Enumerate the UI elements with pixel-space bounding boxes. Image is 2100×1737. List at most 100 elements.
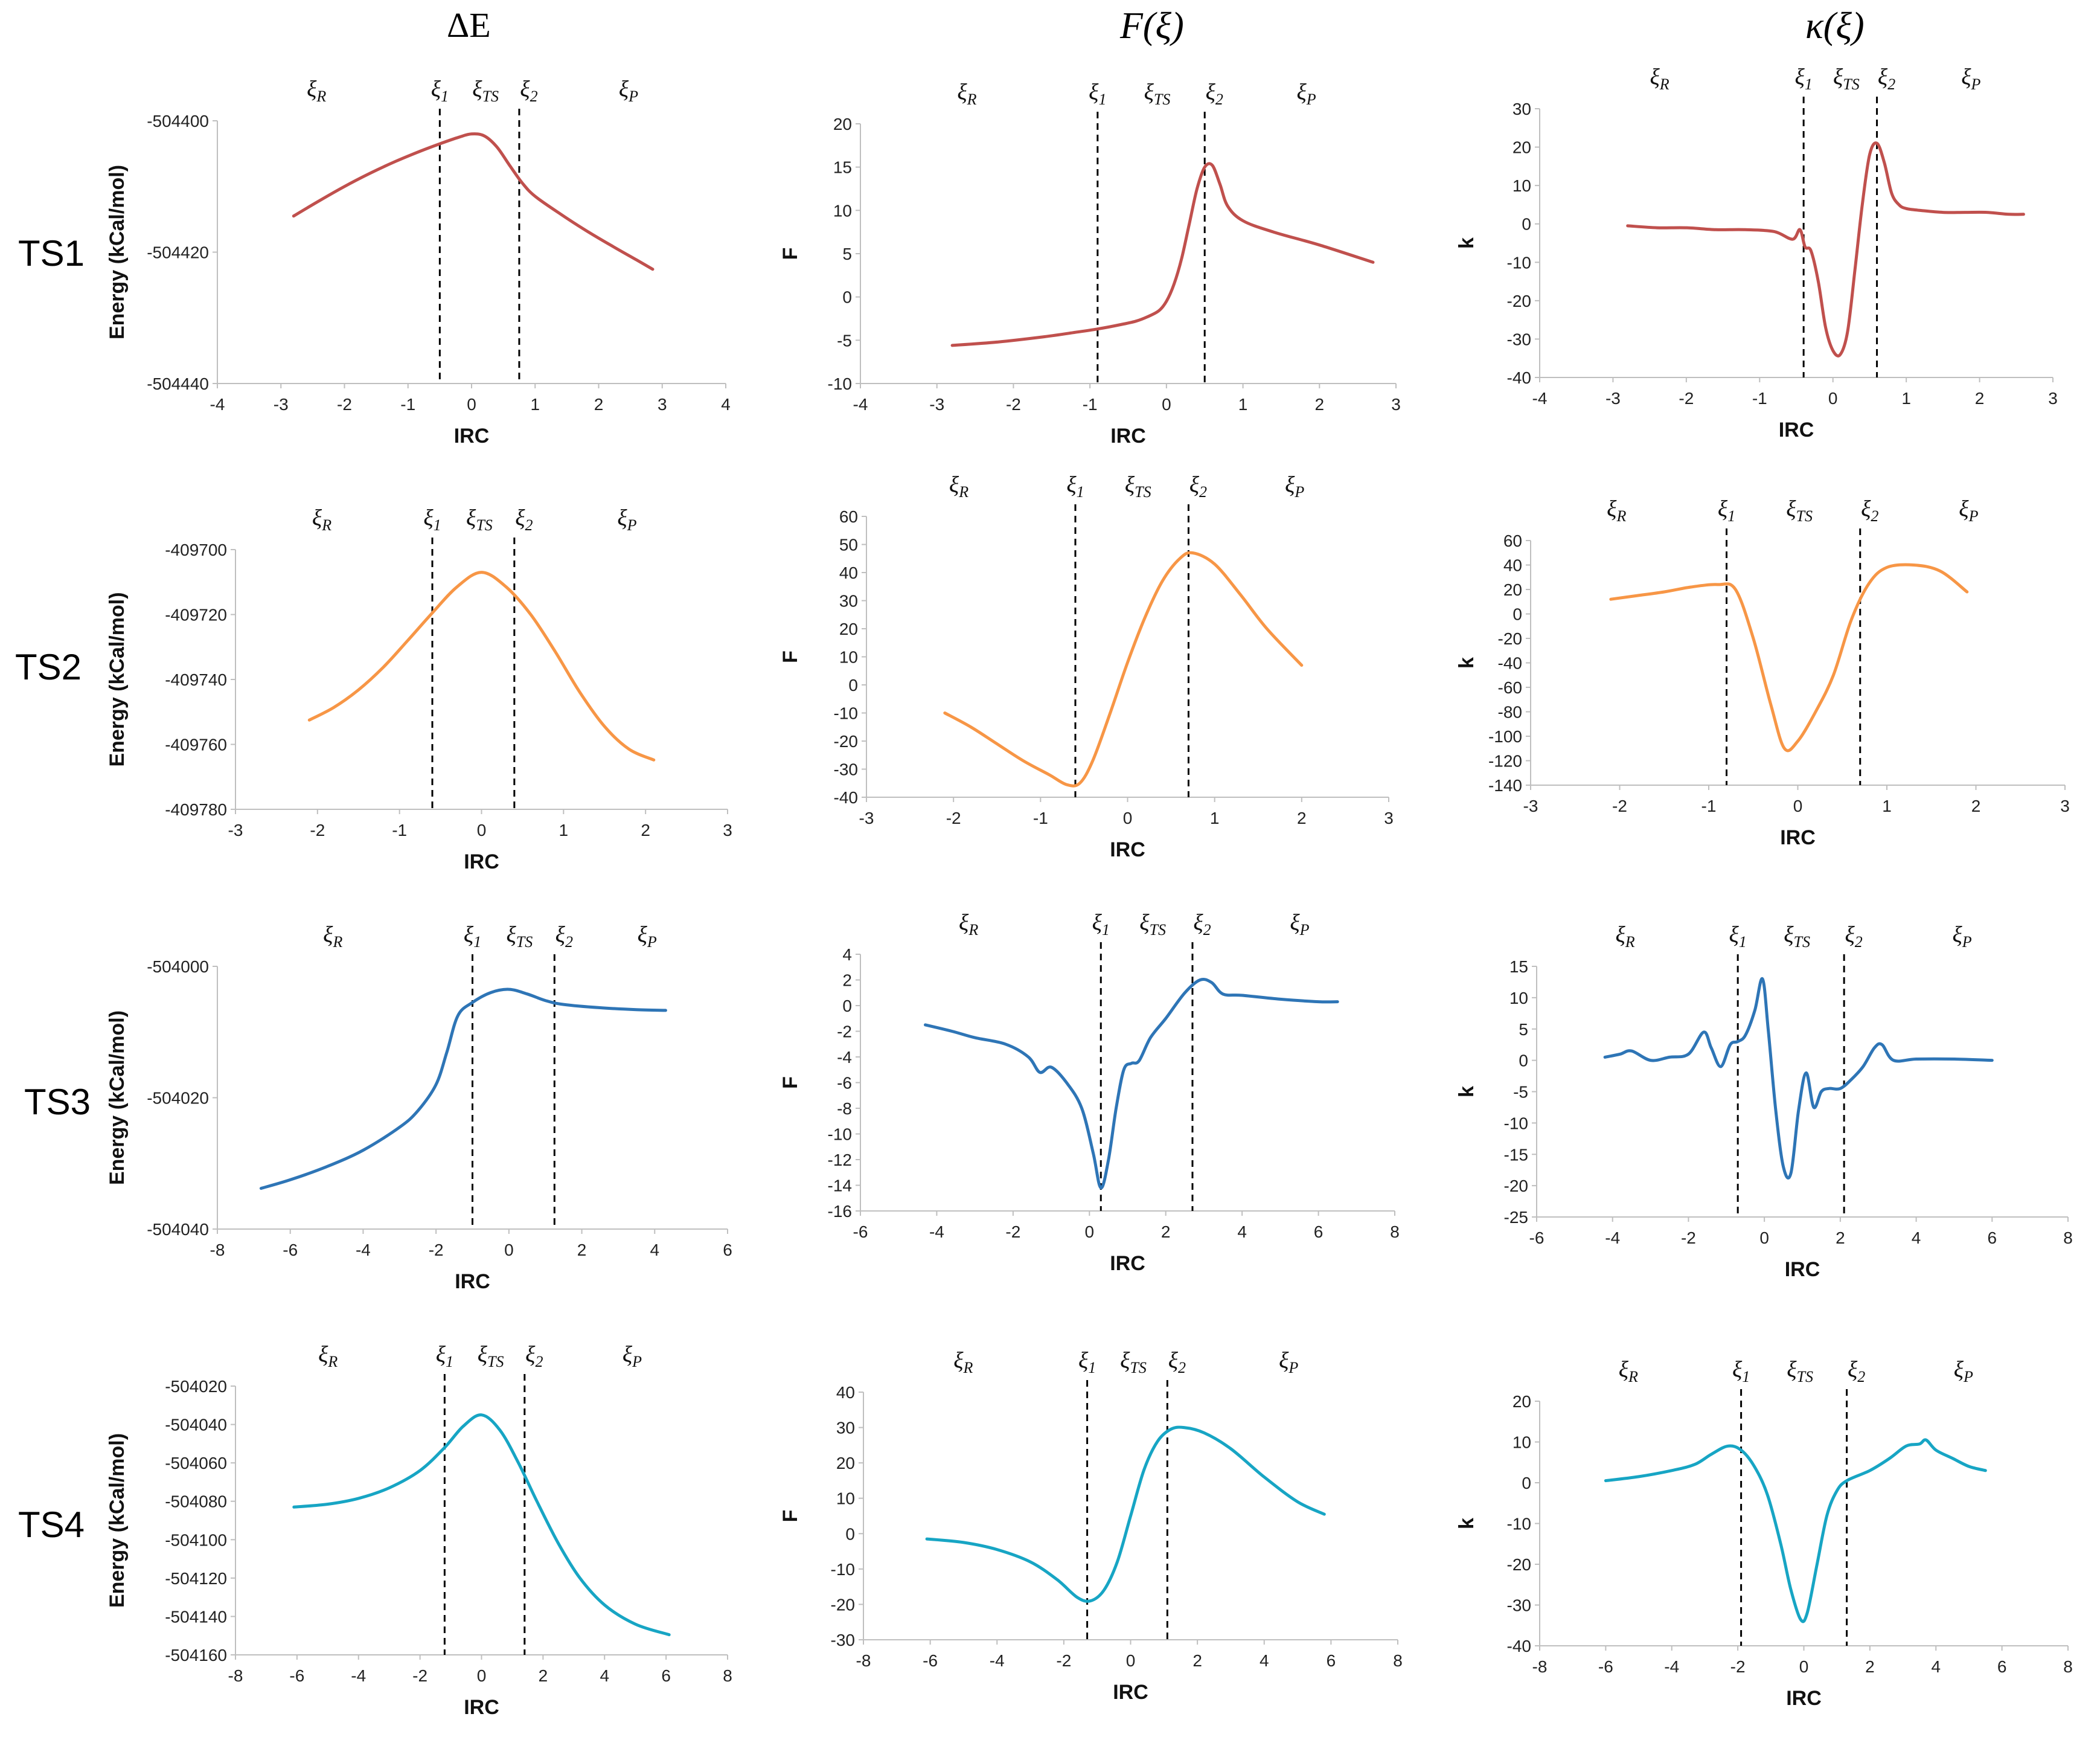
y-tick-label: 10 — [839, 648, 858, 667]
y-axis-title: F — [779, 1510, 802, 1523]
x-tick-label: -1 — [1752, 389, 1767, 408]
region-label-1-sub: 1 — [446, 1353, 453, 1370]
y-axis-title: k — [1455, 657, 1478, 669]
x-tick-label: 1 — [559, 821, 569, 840]
y-tick-label: 0 — [1522, 1474, 1531, 1492]
x-tick-label: 0 — [1162, 395, 1171, 414]
y-tick-label: -504060 — [165, 1454, 227, 1472]
y-tick-label: -409720 — [165, 606, 227, 624]
region-label-r-base: ξ — [1619, 1357, 1629, 1382]
chart-TS4-dE: -8 -6 -4 -2 0 2 4 6 8 -504160 -504140 -504120 -50410… — [106, 1342, 732, 1719]
region-label-2: ξ2 — [525, 1342, 543, 1370]
chart-TS1-dE: -4 -3 -2 -1 0 1 2 3 4 -504440 -504420 -504400 IRC Ene… — [106, 77, 731, 448]
region-label-r: ξR — [1607, 496, 1626, 525]
region-label-ts-base: ξ — [507, 922, 517, 948]
series-line — [1609, 563, 1969, 753]
series-line — [1604, 1438, 1987, 1623]
x-tick-label: 2 — [1297, 809, 1307, 827]
x-tick-label: 2 — [1161, 1222, 1171, 1241]
region-label-2: ξ2 — [520, 77, 537, 105]
chart-TS3-dE: -8 -6 -4 -2 0 2 4 6 -504040 -504020 -504000 IRC Ener… — [106, 922, 732, 1293]
x-axis-title: IRC — [455, 1270, 490, 1293]
region-label-p-sub: P — [1970, 75, 1980, 93]
region-label-1-base: ξ — [436, 1342, 446, 1367]
region-label-1-base: ξ — [1718, 496, 1728, 522]
region-label-1-base: ξ — [1795, 65, 1805, 90]
x-tick-label: 2 — [1192, 1651, 1202, 1670]
x-tick-label: 8 — [723, 1666, 732, 1685]
x-tick-label: 6 — [661, 1666, 671, 1685]
region-label-1: ξ1 — [1092, 910, 1110, 939]
region-label-ts-base: ξ — [1144, 80, 1154, 105]
x-tick-label: 2 — [1836, 1228, 1845, 1247]
y-tick-label: 40 — [839, 563, 858, 582]
region-label-r-base: ξ — [1615, 922, 1625, 948]
y-tick-label: -10 — [828, 374, 852, 393]
region-label-ts: ξTS — [1120, 1348, 1147, 1376]
x-tick-label: 1 — [530, 395, 540, 414]
region-label-2: ξ2 — [1193, 910, 1211, 939]
x-tick-label: 3 — [723, 821, 732, 840]
y-tick-label: -30 — [834, 760, 858, 779]
region-label-2-sub: 2 — [530, 88, 538, 105]
x-tick-label: 4 — [1260, 1651, 1269, 1670]
region-label-1-sub: 1 — [1102, 921, 1110, 939]
y-tick-label: -409760 — [165, 736, 227, 754]
x-tick-label: 2 — [577, 1241, 587, 1259]
region-label-1-base: ξ — [1078, 1348, 1089, 1373]
region-label-p-sub: P — [1306, 91, 1316, 108]
region-label-ts: ξTS — [507, 922, 533, 951]
region-label-p-base: ξ — [1297, 80, 1307, 105]
y-tick-label: -504440 — [147, 374, 209, 393]
region-label-1: ξ1 — [1089, 80, 1106, 108]
region-label-1: ξ1 — [1729, 922, 1747, 951]
x-tick-label: 0 — [467, 395, 476, 414]
x-tick-label: -6 — [853, 1222, 868, 1241]
region-label-r-base: ξ — [959, 910, 969, 936]
x-tick-label: 0 — [477, 1666, 487, 1685]
y-tick-label: 0 — [848, 676, 858, 695]
y-tick-label: 10 — [1513, 176, 1531, 195]
region-label-2: ξ2 — [515, 506, 533, 534]
y-tick-label: 0 — [842, 288, 852, 307]
series-line — [924, 977, 1339, 1190]
region-label-r-base: ξ — [307, 77, 317, 102]
y-tick-label: -20 — [834, 732, 858, 751]
region-label-r: ξR — [312, 506, 331, 534]
region-label-1-sub: 1 — [1088, 1359, 1096, 1376]
region-label-p-base: ξ — [623, 1342, 633, 1367]
region-label-2: ξ2 — [1168, 1348, 1186, 1376]
y-tick-label: -504100 — [165, 1530, 227, 1549]
region-label-p-base: ξ — [1290, 910, 1300, 936]
region-label-1: ξ1 — [1732, 1357, 1750, 1385]
region-label-2-base: ξ — [555, 922, 566, 948]
y-axis-title: F — [779, 248, 802, 260]
region-label-p: ξP — [1290, 910, 1309, 939]
y-tick-label: -2 — [837, 1023, 852, 1041]
region-label-ts-sub: TS — [1135, 483, 1151, 501]
y-tick-label: -15 — [1504, 1145, 1528, 1164]
y-tick-label: -8 — [837, 1099, 852, 1118]
region-label-p-sub: P — [1299, 921, 1310, 939]
x-tick-label: 8 — [1390, 1222, 1400, 1241]
x-axis-title: IRC — [1786, 1687, 1822, 1710]
x-tick-label: -3 — [1605, 389, 1621, 408]
x-tick-label: 0 — [1799, 1657, 1809, 1676]
y-tick-label: 20 — [836, 1454, 855, 1472]
x-tick-label: 0 — [1793, 797, 1803, 815]
x-tick-label: -6 — [923, 1651, 938, 1670]
region-label-p-sub: P — [647, 933, 657, 951]
x-tick-label: 6 — [1997, 1657, 2007, 1676]
y-tick-label: 20 — [1513, 1392, 1531, 1411]
region-label-r-sub: R — [1616, 507, 1626, 525]
region-label-r: ξR — [959, 910, 978, 939]
region-label-1-base: ξ — [1729, 922, 1740, 948]
x-tick-label: 4 — [600, 1666, 609, 1685]
y-tick-label: 0 — [1519, 1052, 1528, 1070]
region-label-2-sub: 2 — [565, 933, 573, 951]
y-tick-label: -10 — [1507, 253, 1531, 272]
